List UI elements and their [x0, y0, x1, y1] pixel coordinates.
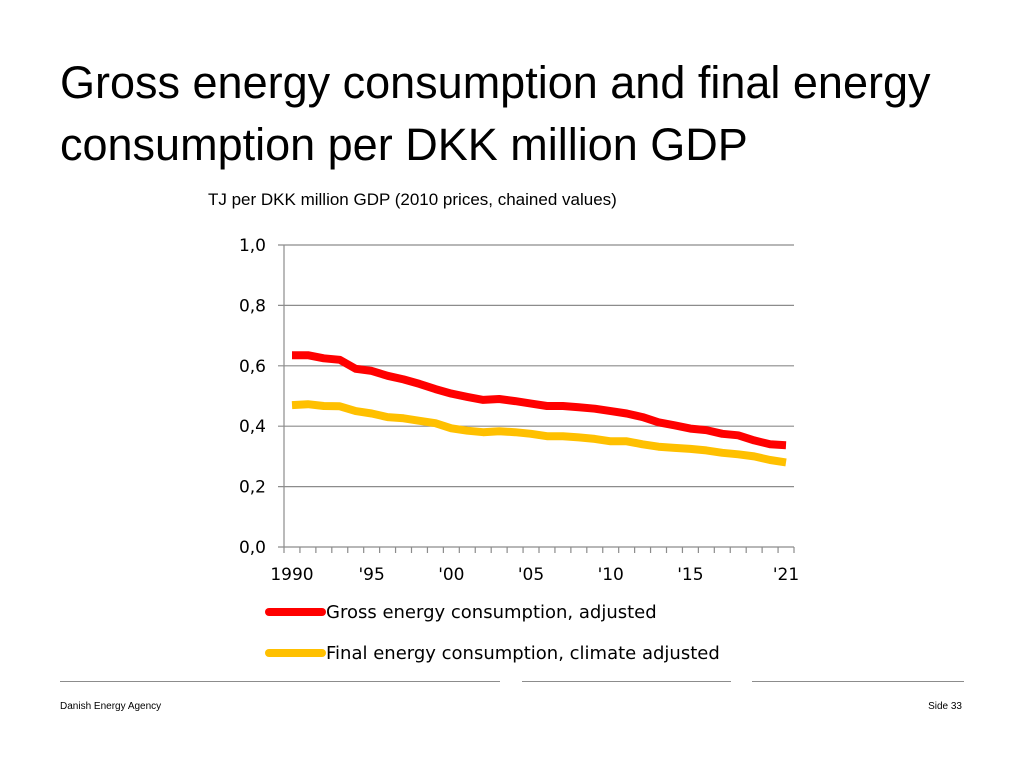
x-tick-label: '10 [598, 565, 624, 585]
y-tick-label: 0,2 [239, 478, 266, 498]
legend-label-2: Final energy consumption, climate adjust… [326, 643, 720, 664]
legend-label-1: Gross energy consumption, adjusted [326, 602, 657, 623]
series-line-2 [291, 400, 787, 467]
footer-divider-right [752, 681, 964, 682]
footer-divider-middle [522, 681, 731, 682]
y-tick-label: 1,0 [239, 236, 266, 256]
y-tick-label: 0,0 [239, 538, 266, 558]
axis-layer [278, 245, 795, 553]
x-tick-label: '00 [438, 565, 464, 585]
x-tick-label: '95 [359, 565, 385, 585]
footer-organization: Danish Energy Agency [60, 701, 162, 712]
series-line-1 [292, 351, 787, 450]
y-tick-labels: 0,0 0,2 0,4 0,6 0,8 1,0 [239, 236, 266, 558]
x-tick-label: '21 [773, 565, 799, 585]
chart-subtitle: TJ per DKK million GDP (2010 prices, cha… [208, 190, 617, 209]
grid-layer [278, 244, 794, 488]
x-tick-label: '15 [677, 565, 703, 585]
slide-title: Gross energy consumption and final energ… [60, 57, 931, 170]
x-tick-label: 1990 [270, 565, 313, 585]
y-tick-label: 0,4 [239, 417, 266, 437]
x-tick-labels: 1990 '95 '00 '05 '10 '15 '21 [270, 565, 799, 585]
y-tick-label: 0,8 [239, 296, 266, 316]
legend: Gross energy consumption, adjusted Final … [265, 602, 720, 664]
footer-page-number: Side 33 [928, 701, 962, 712]
y-tick-label: 0,6 [239, 357, 266, 377]
footer-divider-left [60, 681, 500, 682]
series-layer [291, 351, 787, 467]
x-tick-label: '05 [518, 565, 544, 585]
